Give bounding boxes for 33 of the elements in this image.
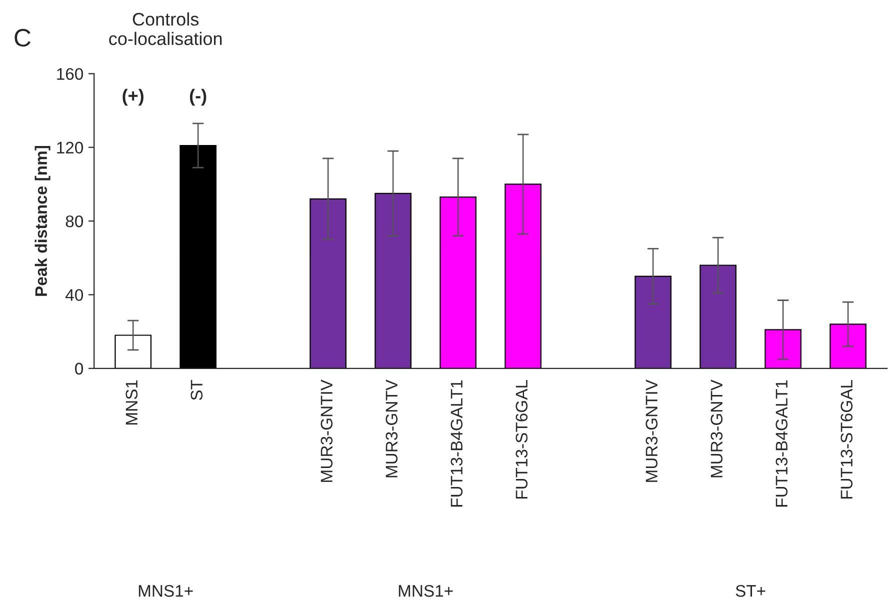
bar: [700, 264, 736, 368]
y-tick-label: 0: [75, 362, 84, 375]
x-tick-label: MUR3-GNTV: [386, 380, 398, 478]
text: Controls co-localisation: [109, 12, 222, 46]
bar: [440, 196, 476, 368]
x-tick-label: FUT13-B4GALT1: [776, 380, 788, 507]
bar: [504, 184, 542, 368]
annotation: (-): [190, 88, 206, 106]
y-tick-label: 80: [66, 215, 84, 228]
bar: [180, 144, 217, 368]
bar: [764, 329, 802, 368]
x-tick-label: MUR3-GNTV: [710, 380, 723, 478]
x-tick-label: ST: [190, 380, 203, 400]
y-tick-label: 120: [57, 142, 84, 154]
text: MNS1+: [398, 585, 453, 597]
x-tick-label: FUT13-B4GALT1: [450, 380, 463, 507]
x-tick-label: FUT13-ST6GAL: [840, 380, 853, 499]
bar: [114, 334, 152, 368]
y-tick-label: 40: [66, 289, 84, 301]
y-tick-label: 160: [57, 68, 84, 80]
x-tick-label: FUT13-ST6GAL: [516, 380, 528, 499]
annotation: (+): [122, 88, 144, 106]
bar: [374, 192, 412, 368]
x-tick-label: MNS1: [126, 380, 138, 424]
bar: [310, 198, 346, 368]
x-tick-label: MUR3-GNTIV: [320, 380, 333, 482]
text: ST+: [736, 585, 766, 597]
bar: [634, 276, 672, 368]
text: C: [14, 28, 31, 47]
y-axis-title: Peak distance [nm]: [34, 146, 50, 296]
x-tick-label: MUR3-GNTIV: [646, 380, 658, 482]
bar: [830, 324, 866, 368]
text: MNS1+: [138, 585, 193, 597]
